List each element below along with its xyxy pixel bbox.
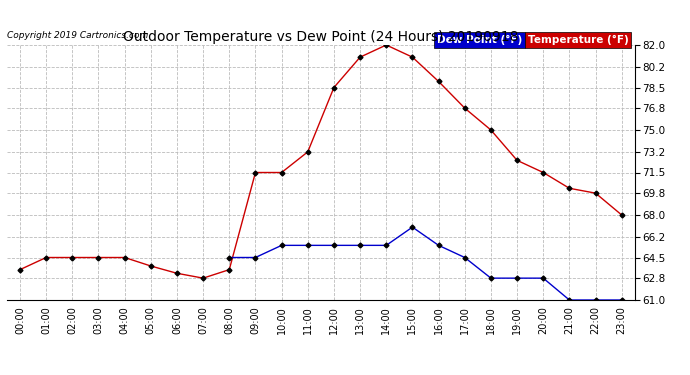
Text: Temperature (°F): Temperature (°F) bbox=[528, 35, 629, 45]
Text: Copyright 2019 Cartronics.com: Copyright 2019 Cartronics.com bbox=[7, 31, 148, 40]
Title: Outdoor Temperature vs Dew Point (24 Hours) 20190918: Outdoor Temperature vs Dew Point (24 Hou… bbox=[123, 30, 519, 44]
Text: Dew Point (°F): Dew Point (°F) bbox=[437, 35, 522, 45]
